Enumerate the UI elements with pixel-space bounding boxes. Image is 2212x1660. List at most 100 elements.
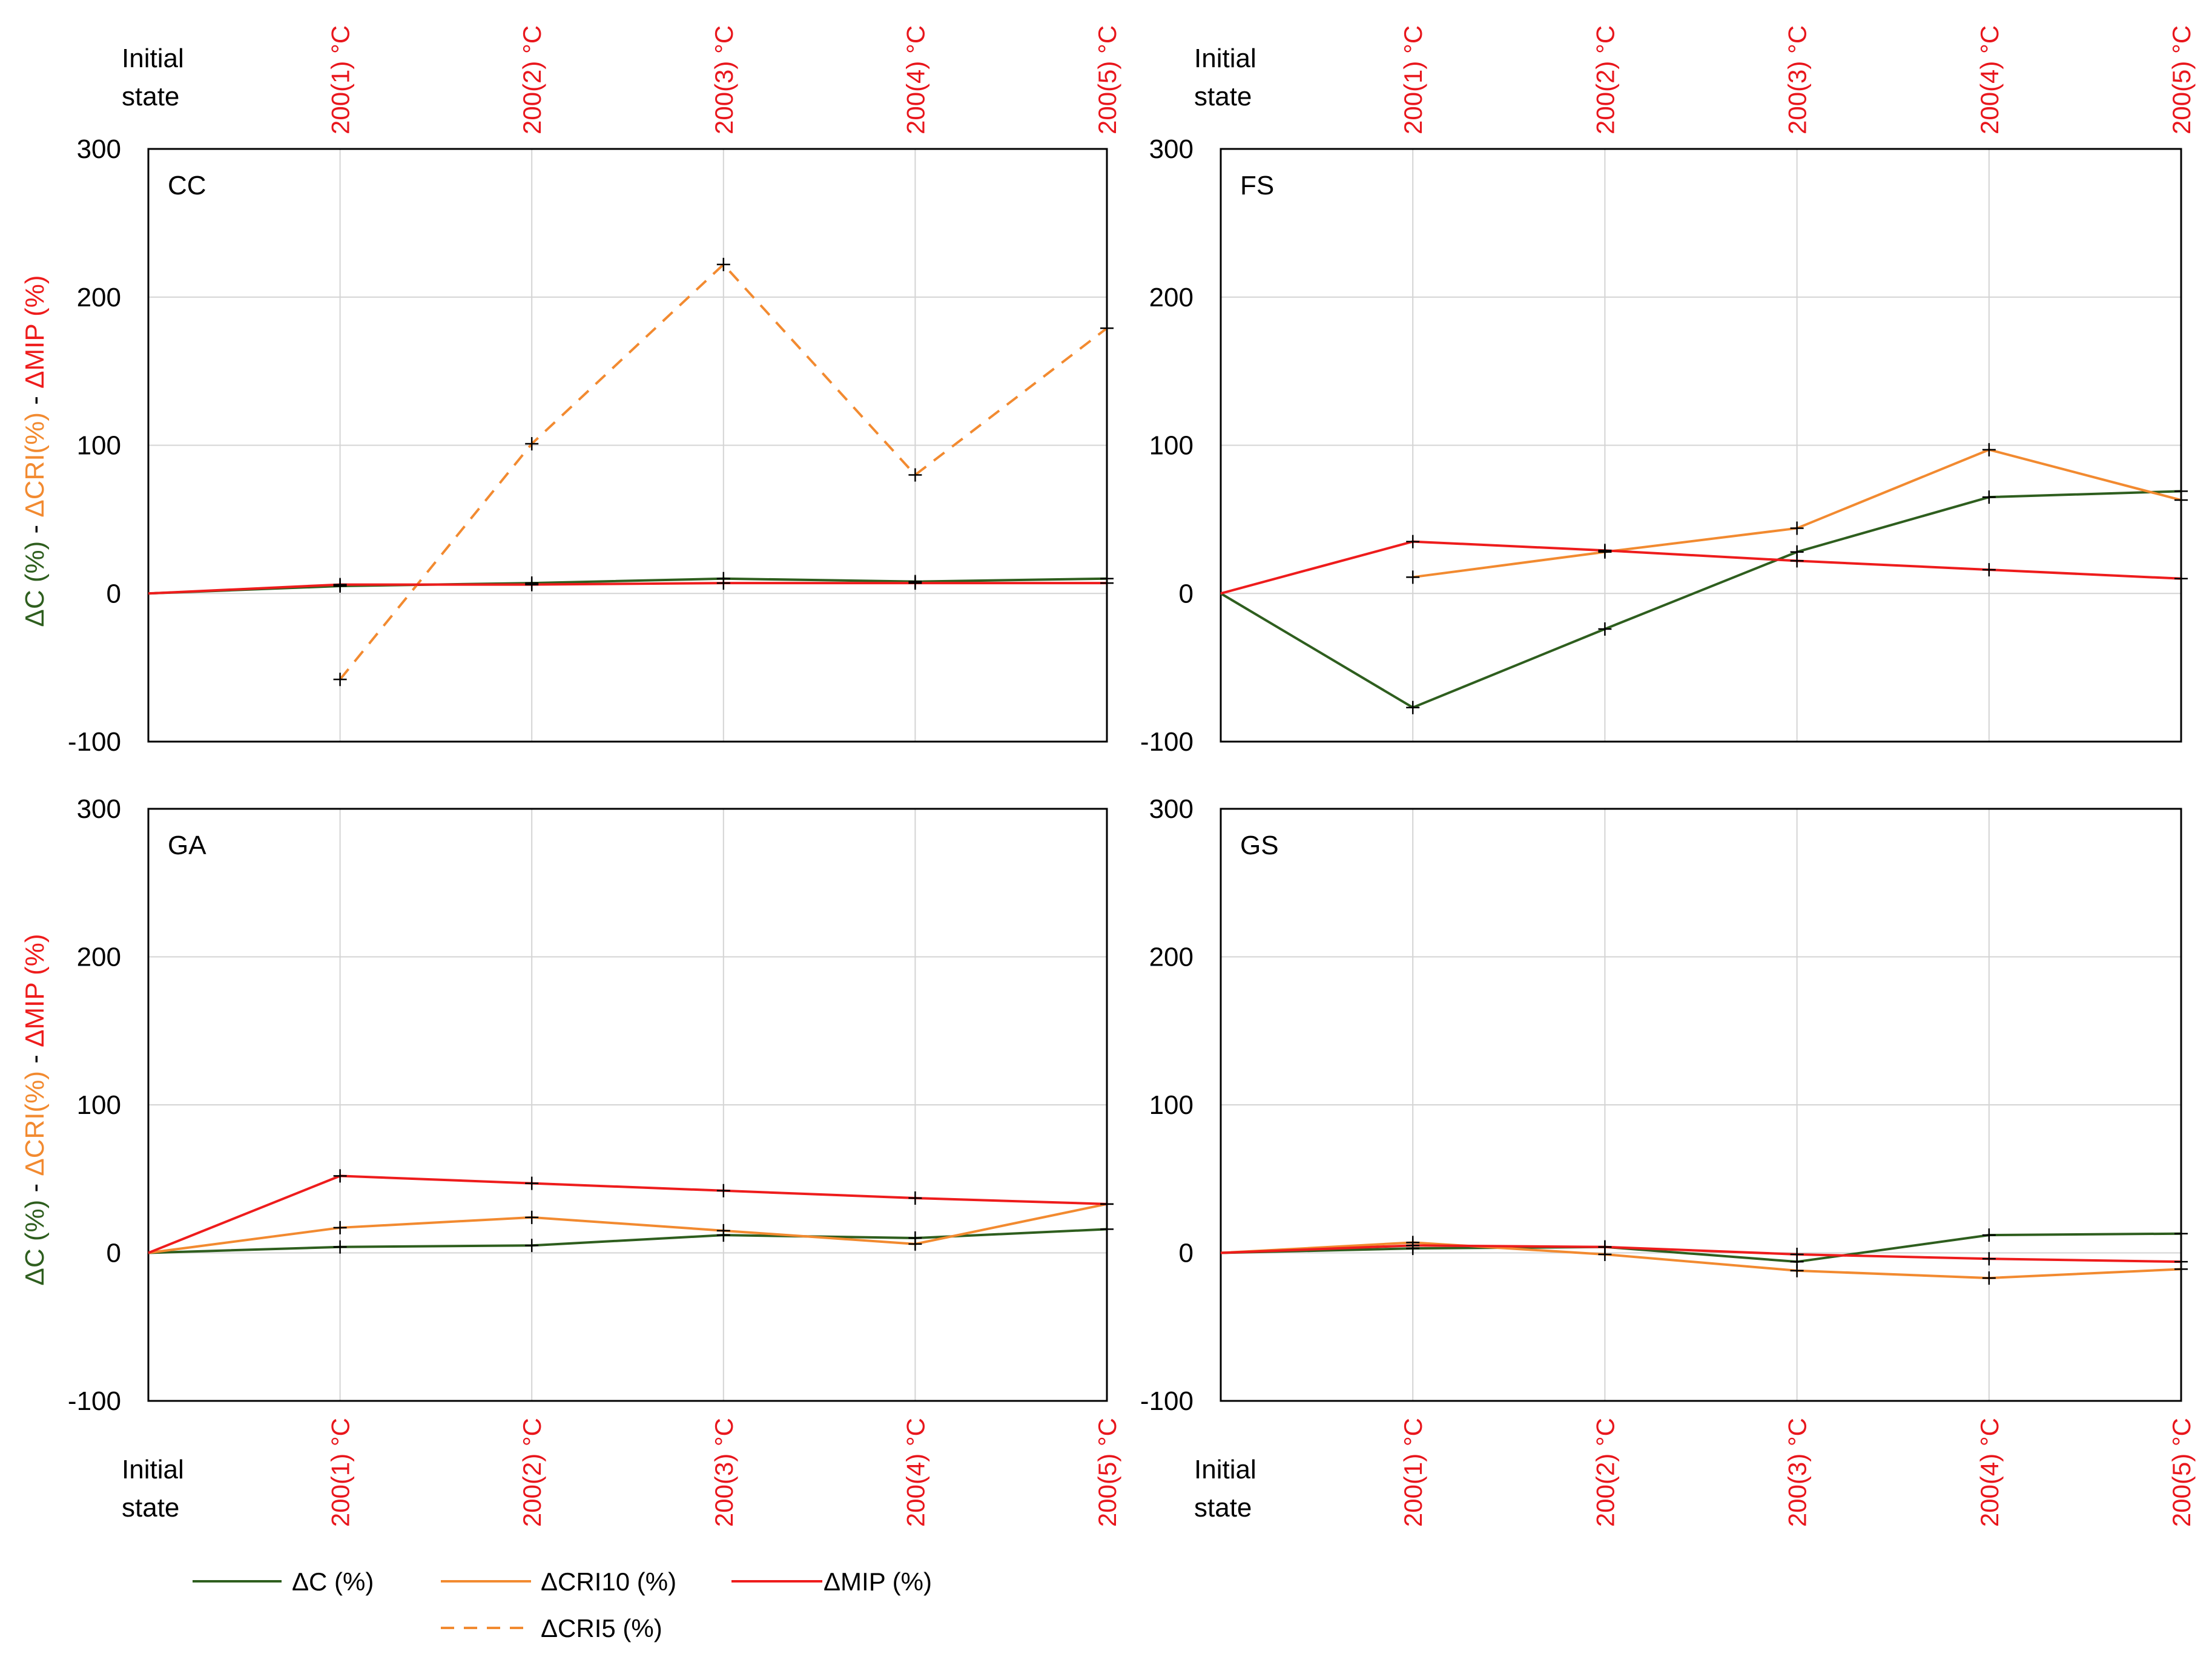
data-point-mip [716, 576, 730, 590]
x-tick-label-initial: state [1194, 1493, 1252, 1523]
y-tick-label: 200 [77, 283, 121, 312]
data-point-c [1100, 1222, 1114, 1236]
x-tick-label: 200(4) °C [1975, 1418, 2004, 1527]
series-line-mip [1220, 540, 2182, 595]
plot-frame [147, 808, 1108, 1402]
data-point-c [1406, 700, 1420, 714]
x-tick-label: 200(3) °C [710, 1418, 738, 1527]
data-point-cri10 [716, 1224, 730, 1237]
data-point-mip [525, 1176, 539, 1190]
x-tick-label-initial: Initial [122, 1455, 184, 1484]
data-point-c [1982, 490, 1996, 504]
x-tick-label: 200(2) °C [518, 1418, 546, 1527]
x-tick-label: 200(3) °C [710, 25, 738, 134]
ylabel-dmip: ΔMIP (%) [20, 934, 50, 1047]
data-point-cri10 [1982, 1271, 1996, 1285]
y-tick-label: 0 [1179, 579, 1193, 608]
data-point-cri10 [1790, 521, 1804, 535]
x-tick-label: 200(2) °C [518, 25, 546, 134]
x-tick-label: 200(5) °C [1093, 1418, 1121, 1527]
x-tick-label: 200(5) °C [1093, 25, 1121, 134]
x-tick-label: 200(3) °C [1783, 1418, 1812, 1527]
data-point-c [1982, 1228, 1996, 1242]
data-point-mip [333, 1169, 347, 1183]
data-point-cri10 [525, 1210, 539, 1224]
x-tick-label-initial: Initial [1194, 44, 1256, 73]
data-point-cri10 [2174, 493, 2188, 507]
data-point-mip [908, 576, 922, 590]
x-tick-label-initial: Initial [1194, 1455, 1256, 1484]
series-line-mip [148, 582, 1107, 595]
x-tick-label: 200(2) °C [1591, 1418, 1619, 1527]
data-point-cri10 [333, 1220, 347, 1234]
ylabel-sep: - [20, 389, 50, 412]
data-point-mip [1598, 1240, 1612, 1254]
data-point-mip [1406, 1239, 1420, 1253]
y-tick-label: 300 [1149, 134, 1193, 164]
ylabel-sep: - [20, 518, 50, 541]
y-tick-label: 100 [1149, 1090, 1193, 1120]
data-point-cri5 [716, 257, 730, 271]
x-tick-label: 200(4) °C [1975, 25, 2004, 134]
data-point-mip [1406, 535, 1420, 548]
chart-panel-ga: -100 0 100 200 300 GA Initial state 200(1) °C 200… [68, 794, 1121, 1527]
series-line-cri10 [1220, 1241, 2182, 1280]
x-tick-label: 200(1) °C [1399, 25, 1427, 134]
chart-panel-cc: -100 0 100 200 300 CC Initial state 200(1) °C 200… [68, 25, 1121, 757]
series-line-mip [148, 1174, 1108, 1254]
panel-title: GA [168, 831, 206, 860]
x-tick-label: 200(4) °C [901, 25, 929, 134]
chart-panel-gs: -100 0 100 200 300 GS Initial state 200(1) °C 200… [1140, 794, 2196, 1527]
svg-text:ΔC (%) - ΔCRI(%) - ΔMIP (%): ΔC (%) - ΔCRI(%) - ΔMIP (%) [20, 934, 50, 1285]
series-line-c [1220, 1232, 2182, 1263]
data-point-cri5 [908, 468, 922, 482]
data-point-c [2174, 1227, 2188, 1240]
data-point-cri10 [1982, 443, 1996, 456]
data-point-mip [1982, 563, 1996, 577]
legend-label-dcri10: ΔCRI10 (%) [541, 1567, 676, 1596]
data-point-mip [716, 1184, 730, 1197]
x-tick-label-initial: state [122, 1493, 179, 1523]
panel-title: FS [1240, 171, 1274, 200]
x-tick-label: 200(1) °C [326, 1418, 355, 1527]
data-point-mip [1790, 554, 1804, 568]
data-point-mip [1100, 1197, 1114, 1211]
panel-title: CC [168, 171, 206, 200]
y-tick-label: 0 [1179, 1239, 1193, 1268]
y-tick-label: -100 [1140, 1386, 1193, 1416]
data-point-cri10 [1406, 570, 1420, 584]
y-tick-label: -100 [68, 727, 121, 757]
x-tick-label: 200(2) °C [1591, 25, 1619, 134]
x-tick-label: 200(5) °C [2167, 1418, 2196, 1527]
x-tick-label: 200(1) °C [326, 25, 355, 134]
data-point-cri5 [1100, 321, 1114, 335]
data-point-mip [333, 578, 347, 591]
x-tick-label-initial: state [122, 82, 179, 111]
data-point-mip [1790, 1247, 1804, 1261]
chart-panel-fs: -100 0 100 200 300 FS Initial state 200(1) °C 200… [1140, 25, 2196, 757]
series-line-c [148, 1228, 1108, 1254]
data-point-cri10 [908, 1237, 922, 1251]
y-tick-label: 100 [77, 431, 121, 461]
series-line-c [1220, 490, 2182, 709]
y-tick-label: 0 [107, 579, 121, 608]
y-tick-label: 200 [77, 943, 121, 972]
legend-label-dcri5: ΔCRI5 (%) [541, 1614, 662, 1642]
svg-text:ΔC (%) - ΔCRI(%) - ΔMIP (%): ΔC (%) - ΔCRI(%) - ΔMIP (%) [20, 275, 50, 627]
y-tick-label: 300 [1149, 794, 1193, 824]
y-tick-label: 300 [77, 794, 121, 824]
y-tick-label: 300 [77, 134, 121, 164]
x-tick-label: 200(5) °C [2167, 25, 2196, 134]
series-line-c [148, 577, 1108, 595]
data-point-cri5 [525, 437, 539, 451]
ylabel-sep: - [20, 1047, 50, 1071]
series-line-mip [1220, 1244, 2182, 1263]
ylabel-dcri: ΔCRI(%) [20, 412, 50, 518]
legend-label-dmip: ΔMIP (%) [824, 1567, 932, 1596]
y-tick-label: 0 [107, 1239, 121, 1268]
x-tick-label-initial: Initial [122, 44, 184, 73]
data-point-cri5 [333, 673, 347, 687]
y-axis-label-top: ΔC (%) - ΔCRI(%) - ΔMIP (%) [20, 275, 50, 627]
y-tick-label: 200 [1149, 283, 1193, 312]
